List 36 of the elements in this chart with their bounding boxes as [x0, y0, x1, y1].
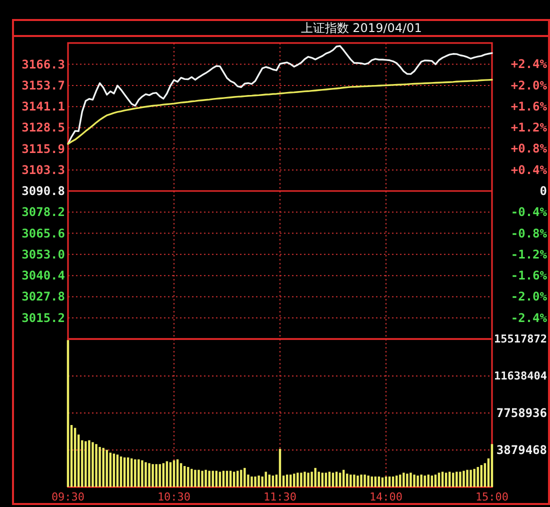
y-tick-label: 3153.7: [22, 78, 65, 92]
y2-tick-label: -1.2%: [510, 247, 547, 262]
y2-tick-label: -2.4%: [510, 310, 547, 325]
y2-tick-label: 3879468: [496, 443, 547, 457]
y-tick-label: 3166.3: [22, 57, 65, 72]
y-tick-label: 3053.0: [22, 247, 65, 262]
y-tick-label: 3141.1: [22, 100, 65, 114]
y2-tick-label: -2.0%: [510, 290, 547, 304]
y-tick-label: 3128.5: [22, 120, 65, 135]
x-tick-label: 09:30: [51, 490, 85, 504]
y-tick-label: 3065.6: [22, 226, 65, 240]
y-tick-label: 3103.3: [22, 163, 65, 178]
y2-tick-label: 0: [540, 184, 547, 198]
x-tick-label: 15:00: [475, 490, 509, 504]
y2-tick-label: +1.6%: [510, 99, 547, 114]
y2-tick-label: +0.8%: [510, 142, 547, 156]
title: 上证指数 2019/04/01: [300, 21, 422, 35]
y-tick-label: 3115.9: [22, 142, 65, 156]
y2-tick-label: +1.2%: [510, 120, 547, 135]
y2-tick-label: 7758936: [496, 406, 547, 420]
x-tick-label: 14:00: [369, 490, 403, 504]
y2-tick-label: +0.4%: [510, 162, 547, 177]
y-tick-label: 3090.8: [22, 184, 65, 198]
x-tick-label: 10:30: [157, 490, 191, 504]
y2-tick-label: -0.4%: [510, 205, 547, 220]
y-tick-label: 3078.2: [22, 205, 65, 220]
y2-tick-label: +2.4%: [510, 57, 547, 72]
y2-tick-label: -0.8%: [510, 226, 547, 240]
y2-tick-label: +2.0%: [510, 78, 547, 92]
y-tick-label: 3027.8: [22, 290, 65, 304]
y2-tick-label: -1.6%: [510, 268, 547, 283]
y-tick-label: 3040.4: [22, 268, 65, 283]
y2-tick-label: 15517872: [494, 332, 547, 346]
x-tick-label: 11:30: [263, 490, 297, 504]
y-tick-label: 3015.2: [22, 310, 65, 325]
y2-tick-label: 11638404: [494, 370, 547, 382]
